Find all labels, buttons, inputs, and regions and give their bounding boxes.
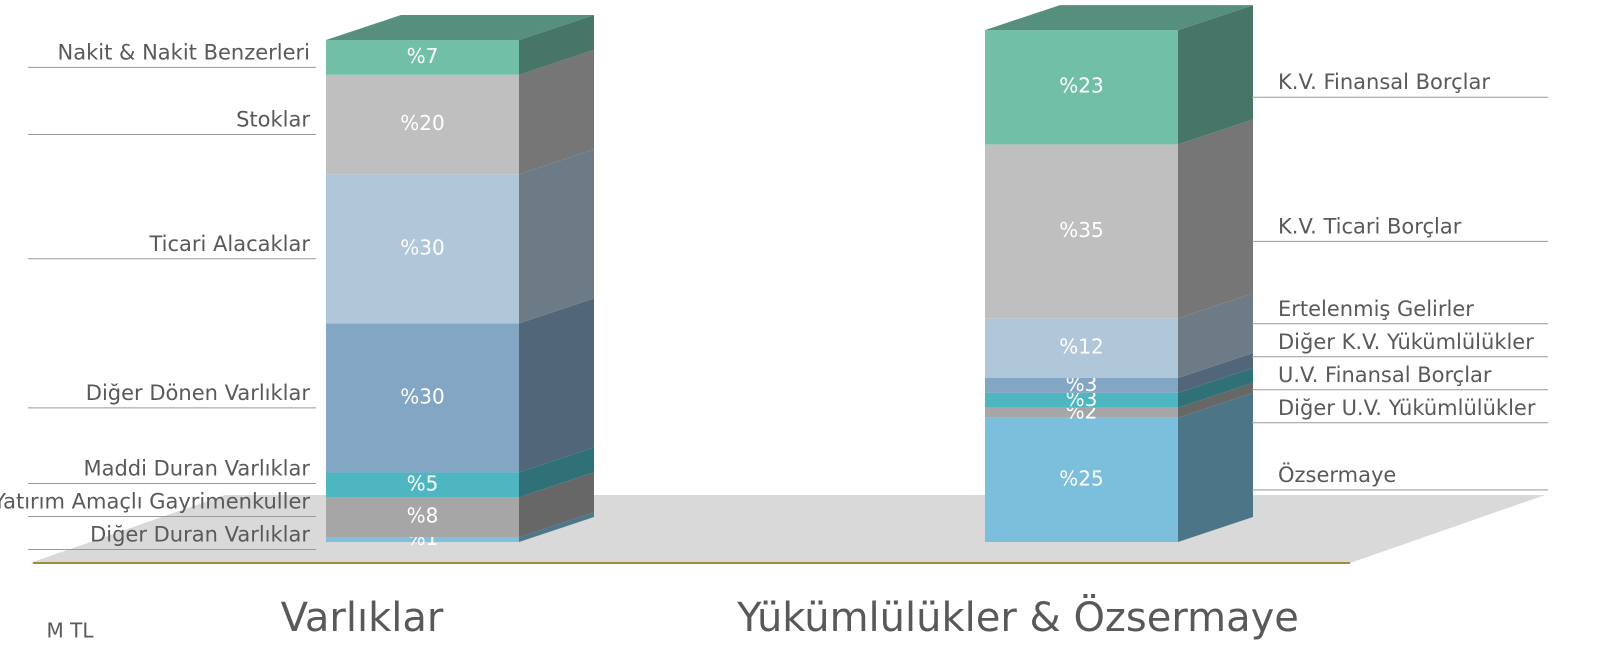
category-label: Varlıklar	[281, 595, 444, 641]
bar-side	[519, 15, 594, 75]
bar-segment	[985, 30, 1178, 145]
segment-name: Nakit & Nakit Benzerleri	[58, 40, 310, 64]
bar-side	[519, 512, 594, 542]
bar-side	[1178, 382, 1253, 418]
segment-name: K.V. Finansal Borçlar	[1278, 70, 1490, 94]
bar-segment	[985, 392, 1178, 408]
bar-segment	[985, 318, 1178, 378]
bar-side	[519, 49, 594, 175]
segment-name: Özsermaye	[1278, 462, 1396, 487]
data-label: %35	[1059, 218, 1103, 242]
segment-name: Yatırım Amaçlı Gayrimenkuller	[0, 490, 310, 514]
bar-segment	[985, 144, 1178, 319]
data-label: %7	[407, 44, 439, 68]
segment-name: Maddi Duran Varlıklar	[83, 457, 310, 481]
data-label: %5	[407, 471, 439, 495]
bar-top	[985, 5, 1253, 31]
data-label: %30	[400, 235, 444, 259]
bar-segment	[985, 417, 1178, 542]
data-label: %30	[400, 384, 444, 408]
bar-segment	[326, 323, 519, 473]
bar-side	[1178, 352, 1253, 393]
category-label: Yükümlülükler & Özsermaye	[736, 593, 1299, 641]
bar-segment	[326, 472, 519, 498]
segment-name: U.V. Finansal Borçlar	[1278, 363, 1492, 387]
bar-segment	[326, 74, 519, 175]
segment-name: Diğer K.V. Yükümlülükler	[1278, 330, 1534, 354]
data-label: %8	[407, 504, 439, 528]
bar-segment	[326, 497, 519, 538]
bar-segment	[985, 377, 1178, 393]
unit-label: M TL	[47, 619, 95, 643]
bar-side	[1178, 5, 1253, 145]
bar-segment	[326, 537, 519, 542]
bar-side	[519, 472, 594, 538]
bar-segment	[326, 174, 519, 324]
bar-side	[519, 149, 594, 324]
bar-top	[326, 15, 594, 41]
segment-name: Diğer U.V. Yükümlülükler	[1278, 396, 1536, 420]
segment-name: Ertelenmiş Gelirler	[1278, 297, 1474, 321]
data-label: %23	[1059, 74, 1103, 98]
bar-side	[1178, 119, 1253, 319]
data-label: %25	[1059, 466, 1103, 490]
segment-name: Diğer Duran Varlıklar	[90, 523, 310, 547]
bar-side	[519, 298, 594, 473]
bar-side	[1178, 293, 1253, 378]
data-label: %12	[1059, 335, 1103, 359]
bar-side	[1178, 367, 1253, 408]
bar-segment	[985, 407, 1178, 418]
segment-name: Diğer Dönen Varlıklar	[86, 381, 311, 405]
segment-name: Ticari Alacaklar	[148, 232, 310, 256]
bar-side	[519, 447, 594, 498]
bar-side	[1178, 392, 1253, 542]
segment-name: Stoklar	[236, 108, 310, 132]
bar-segment	[326, 40, 519, 75]
data-label: %20	[400, 111, 444, 135]
segment-name: K.V. Ticari Borçlar	[1278, 214, 1462, 238]
